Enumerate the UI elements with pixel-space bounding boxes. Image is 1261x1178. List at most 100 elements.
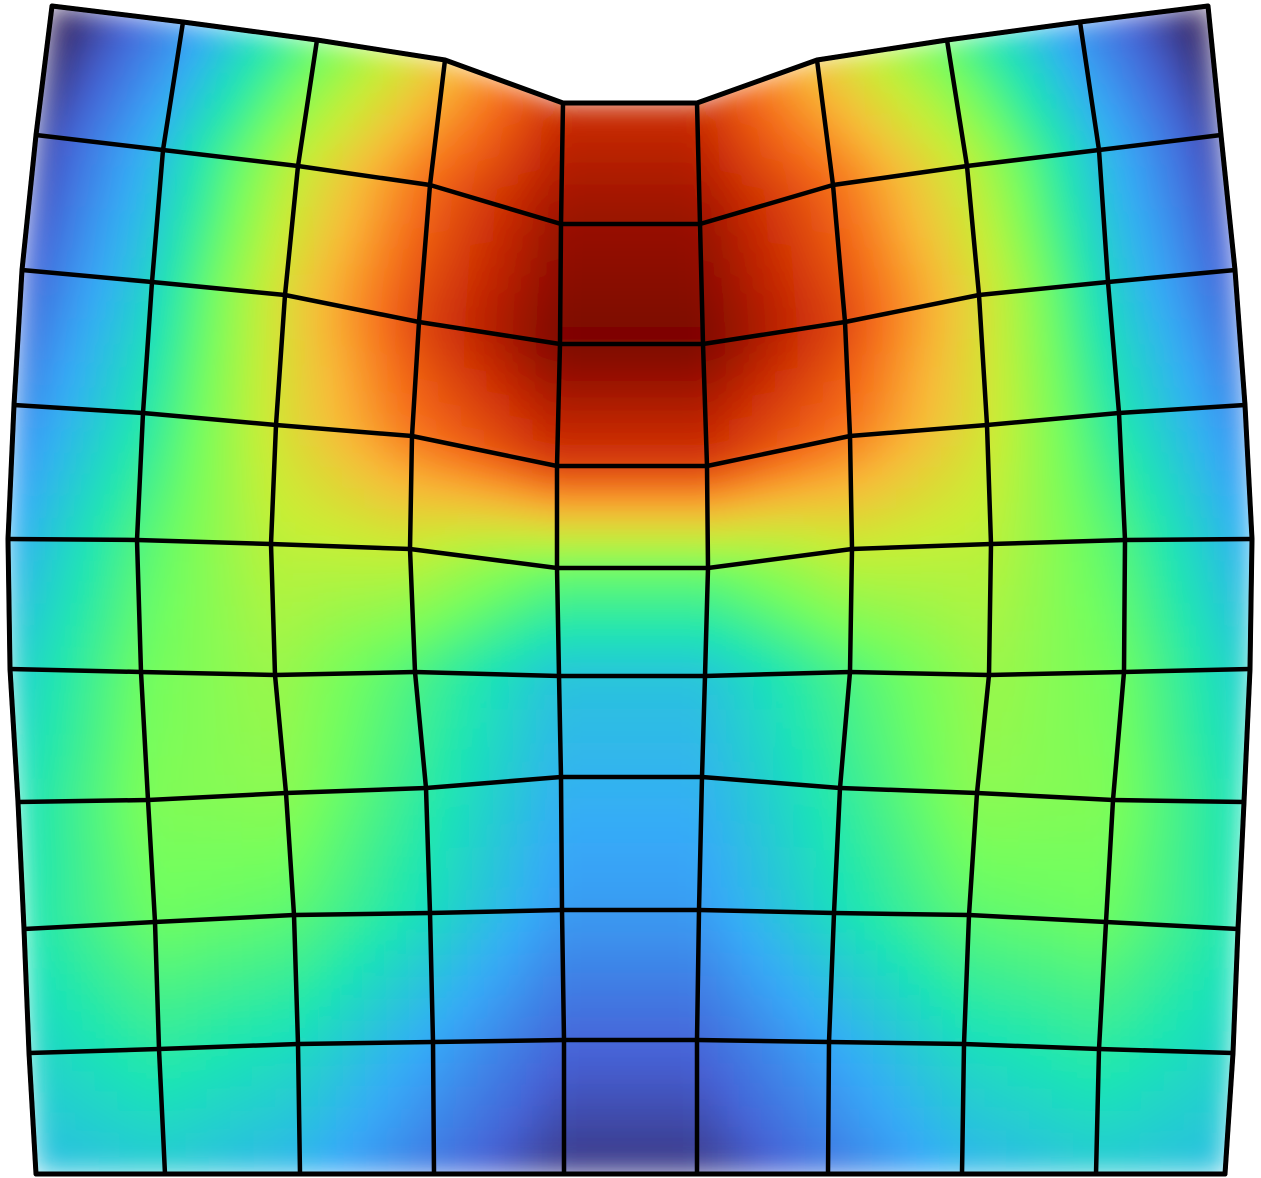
field-patch [541, 1106, 565, 1131]
field-patch [59, 93, 86, 120]
field-patch [868, 111, 895, 138]
field-patch [277, 120, 306, 146]
field-patch [873, 1020, 899, 1044]
field-patch [1131, 820, 1157, 843]
field-patch [1163, 1070, 1189, 1094]
field-patch [916, 407, 943, 432]
field-patch [150, 859, 177, 883]
field-patch [457, 107, 482, 138]
field-patch [229, 1109, 255, 1133]
field-patch [655, 404, 683, 427]
field-patch [630, 692, 658, 711]
field-patch [896, 507, 922, 529]
field-patch [1135, 120, 1161, 146]
field-patch [1210, 1010, 1236, 1034]
field-patch [725, 726, 752, 747]
field-patch [844, 336, 871, 361]
field-patch [193, 285, 220, 312]
field-patch [652, 952, 677, 976]
field-patch [1074, 1089, 1099, 1113]
field-patch [151, 259, 177, 286]
field-patch [274, 424, 300, 448]
field-patch [606, 363, 633, 386]
field-patch [558, 343, 585, 366]
field-patch [388, 1129, 413, 1153]
field-patch [433, 514, 461, 538]
field-patch [773, 709, 801, 730]
field-patch [247, 936, 274, 961]
field-patch [845, 690, 873, 713]
field-patch [1185, 203, 1211, 231]
field-patch [1205, 471, 1230, 497]
field-patch [629, 122, 654, 145]
field-patch [1182, 428, 1207, 454]
field-patch [702, 725, 729, 746]
field-patch [698, 864, 724, 890]
field-patch [421, 252, 449, 282]
field-patch [1112, 777, 1138, 802]
field-patch [54, 136, 80, 164]
field-patch [629, 142, 654, 165]
field-patch [681, 533, 709, 552]
field-patch [1108, 301, 1134, 327]
field-patch [135, 15, 163, 42]
field-patch [1010, 629, 1036, 654]
field-patch [607, 1083, 632, 1108]
field-patch [72, 1070, 98, 1094]
field-patch [140, 433, 166, 458]
field-patch [814, 806, 840, 831]
field-patch [584, 974, 609, 998]
field-patch [1035, 917, 1062, 942]
field-patch [1078, 962, 1105, 987]
field-patch [136, 1048, 161, 1072]
field-patch [983, 1130, 1009, 1154]
field-patch [1083, 879, 1110, 903]
field-patch [1202, 405, 1226, 431]
field-patch [1181, 712, 1207, 737]
field-patch [361, 174, 387, 203]
field-patch [895, 449, 921, 472]
field-patch [652, 864, 678, 889]
field-patch [630, 776, 656, 801]
field-patch [1008, 440, 1034, 464]
field-patch [111, 210, 137, 237]
field-patch [500, 100, 524, 131]
field-patch [891, 691, 919, 714]
field-patch [1028, 133, 1056, 159]
field-patch [1032, 479, 1058, 503]
field-patch [1052, 416, 1077, 441]
field-patch [730, 543, 757, 566]
field-patch [849, 433, 875, 456]
field-patch [364, 1041, 390, 1066]
field-patch [434, 121, 460, 152]
field-patch [153, 39, 181, 66]
field-patch [583, 798, 609, 823]
field-patch [250, 1022, 276, 1047]
field-patch [939, 404, 966, 430]
field-patch [781, 128, 808, 158]
field-patch [342, 1042, 367, 1066]
field-patch [232, 114, 261, 141]
field-patch [697, 930, 722, 955]
field-patch [880, 850, 906, 874]
field-patch [799, 382, 826, 409]
field-patch [988, 629, 1013, 655]
field-patch [757, 93, 782, 124]
field-patch [72, 495, 97, 519]
field-patch [178, 195, 206, 222]
field-patch [409, 568, 437, 594]
field-patch [535, 709, 561, 728]
field-patch [895, 468, 921, 491]
field-patch [654, 343, 681, 366]
field-patch [252, 138, 280, 165]
field-patch [952, 78, 981, 104]
field-patch [204, 500, 229, 524]
field-patch [962, 141, 990, 167]
field-patch [1003, 354, 1029, 381]
field-patch [229, 420, 255, 444]
field-patch [1101, 190, 1126, 217]
field-patch [652, 182, 678, 205]
field-patch [139, 1110, 164, 1134]
field-patch [895, 630, 922, 654]
field-patch [1022, 90, 1050, 117]
